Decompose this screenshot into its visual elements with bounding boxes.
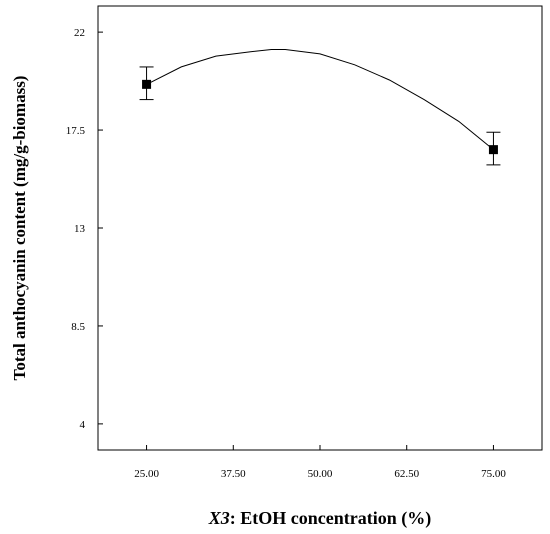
data-point-marker xyxy=(488,145,498,155)
x-axis-title: X3: EtOH concentration (%) xyxy=(208,508,431,529)
y-axis-ticks: 4 8.5 13 17.5 22 xyxy=(66,27,103,431)
x-tick-label: 50.00 xyxy=(308,468,333,480)
x-axis-ticks: 25.00 37.50 50.00 62.50 75.00 xyxy=(134,445,506,480)
fit-curve xyxy=(146,49,494,150)
x-tick-label: 75.00 xyxy=(481,468,506,480)
plot-frame xyxy=(97,5,543,451)
data-point-group xyxy=(139,66,154,101)
data-points xyxy=(139,66,501,166)
x-axis-title-text: : EtOH concentration (%) xyxy=(230,508,431,529)
y-tick-label: 4 xyxy=(80,419,86,431)
y-tick-label: 13 xyxy=(74,223,86,235)
y-tick-label: 22 xyxy=(74,27,85,39)
x-tick-label: 37.50 xyxy=(221,468,246,480)
data-point-group xyxy=(486,131,501,166)
data-point-marker xyxy=(142,79,152,89)
y-tick-label: 8.5 xyxy=(71,321,85,333)
x-axis-title-variable: X3 xyxy=(208,508,230,528)
x-tick-label: 25.00 xyxy=(134,468,159,480)
x-tick-label: 62.50 xyxy=(394,468,419,480)
y-axis-title: Total anthocyanin content (mg/g-biomass) xyxy=(10,76,29,381)
y-tick-label: 17.5 xyxy=(66,125,86,137)
